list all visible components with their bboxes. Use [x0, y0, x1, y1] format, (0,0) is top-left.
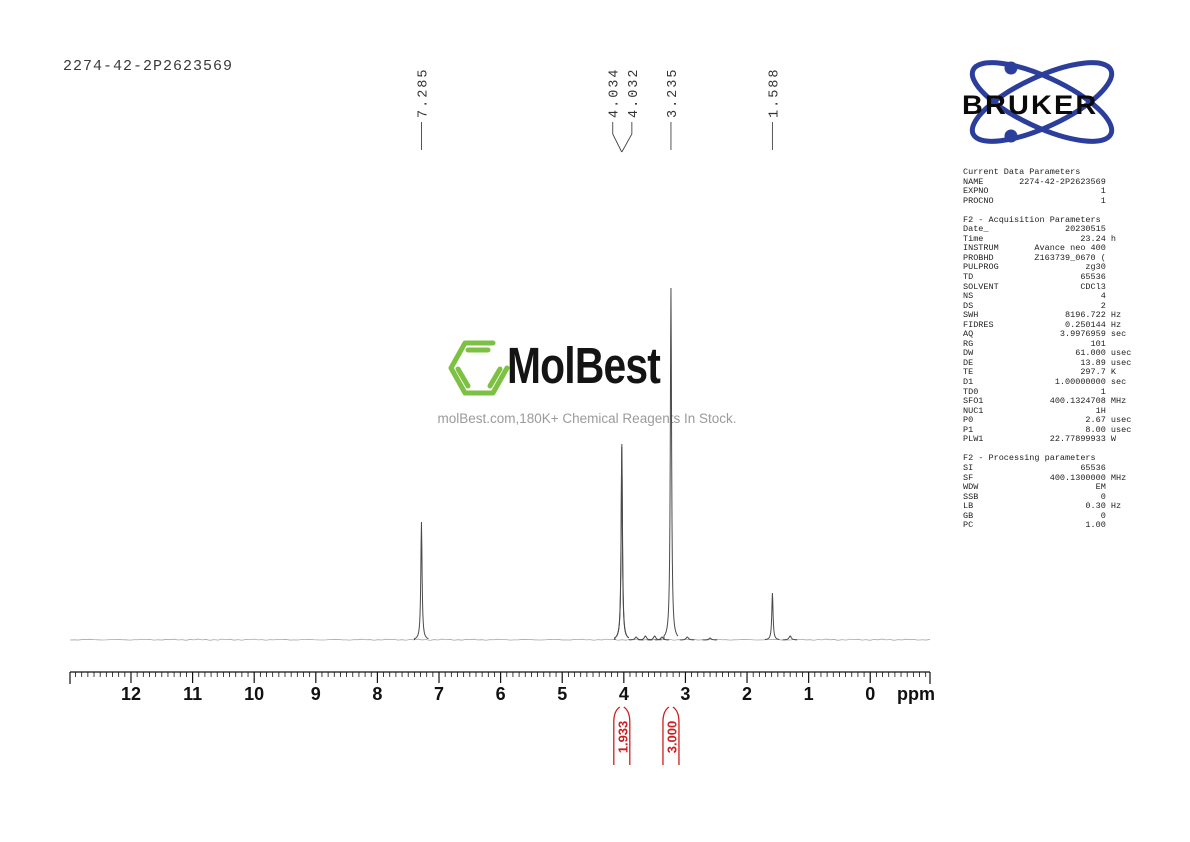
- integral-bracket-right: [672, 706, 680, 765]
- integral-bracket-right: [623, 706, 631, 765]
- peak-labels: 7.285 4.034 4.032 3.235 1.588: [416, 67, 782, 153]
- molbest-brand-text: MolBest: [507, 337, 661, 394]
- nmr-peak: [614, 443, 630, 641]
- peak-label: 7.285: [416, 67, 431, 118]
- nmr-peak: [764, 592, 780, 641]
- spectrum-trace: [69, 287, 931, 641]
- x-axis-tick-label: 11: [183, 684, 202, 704]
- bruker-logo-text: BRUKER: [962, 90, 1099, 120]
- peak-label: 4.032: [627, 67, 642, 118]
- integral-bracket-left: [613, 706, 621, 765]
- x-axis-tick-label: 7: [434, 684, 444, 704]
- x-axis-tick-label: 1: [804, 684, 814, 704]
- x-axis-tick-label: 2: [742, 684, 752, 704]
- x-axis-tick-label: 0: [865, 684, 875, 704]
- nmr-peak: [663, 287, 679, 641]
- bruker-orbit-icon: [969, 60, 1115, 144]
- molbest-tagline: molBest.com,180K+ Chemical Reagents In S…: [437, 411, 737, 426]
- x-axis-tick-label: 10: [244, 684, 264, 704]
- nmr-peak: [654, 636, 670, 641]
- peak-label: 1.588: [767, 67, 782, 118]
- integral-markers: 1.933 3.000: [613, 706, 680, 765]
- x-axis-tick-label: 9: [311, 684, 321, 704]
- x-axis-tick-label: 3: [680, 684, 690, 704]
- peak-label-connector: [621, 122, 633, 153]
- nmr-peak: [679, 636, 695, 641]
- peak-label: 3.235: [666, 67, 681, 118]
- nmr-peak: [413, 521, 429, 641]
- x-axis-tick-label: 8: [372, 684, 382, 704]
- x-axis-tick-label: 4: [619, 684, 629, 704]
- acquisition-parameters-text: Current Data Parameters NAME 2274-42-2P2…: [963, 167, 1132, 531]
- x-axis-tick-label: 6: [496, 684, 506, 704]
- x-axis: 12 11 10 9 8 7 6 5 4 3 2 1 0 ppm: [69, 671, 935, 704]
- nmr-peak: [702, 637, 718, 641]
- molbest-hexagon-icon: [448, 340, 510, 396]
- baseline: [69, 638, 931, 641]
- peak-label-connector: [612, 122, 623, 153]
- integral-bracket-left: [662, 706, 670, 765]
- parameter-block: Current Data Parameters NAME 2274-42-2P2…: [963, 167, 1132, 531]
- peak-label: 4.034: [608, 67, 623, 118]
- sample-id: 2274-42-2P2623569: [63, 58, 234, 75]
- bruker-logo: BRUKER: [945, 50, 1145, 155]
- nmr-peak: [782, 635, 798, 641]
- integral-value: 3.000: [664, 721, 679, 754]
- x-axis-tick-label: 12: [121, 684, 141, 704]
- x-axis-tick-label: 5: [557, 684, 567, 704]
- integral-value: 1.933: [615, 721, 630, 754]
- x-axis-unit-label: ppm: [897, 684, 935, 704]
